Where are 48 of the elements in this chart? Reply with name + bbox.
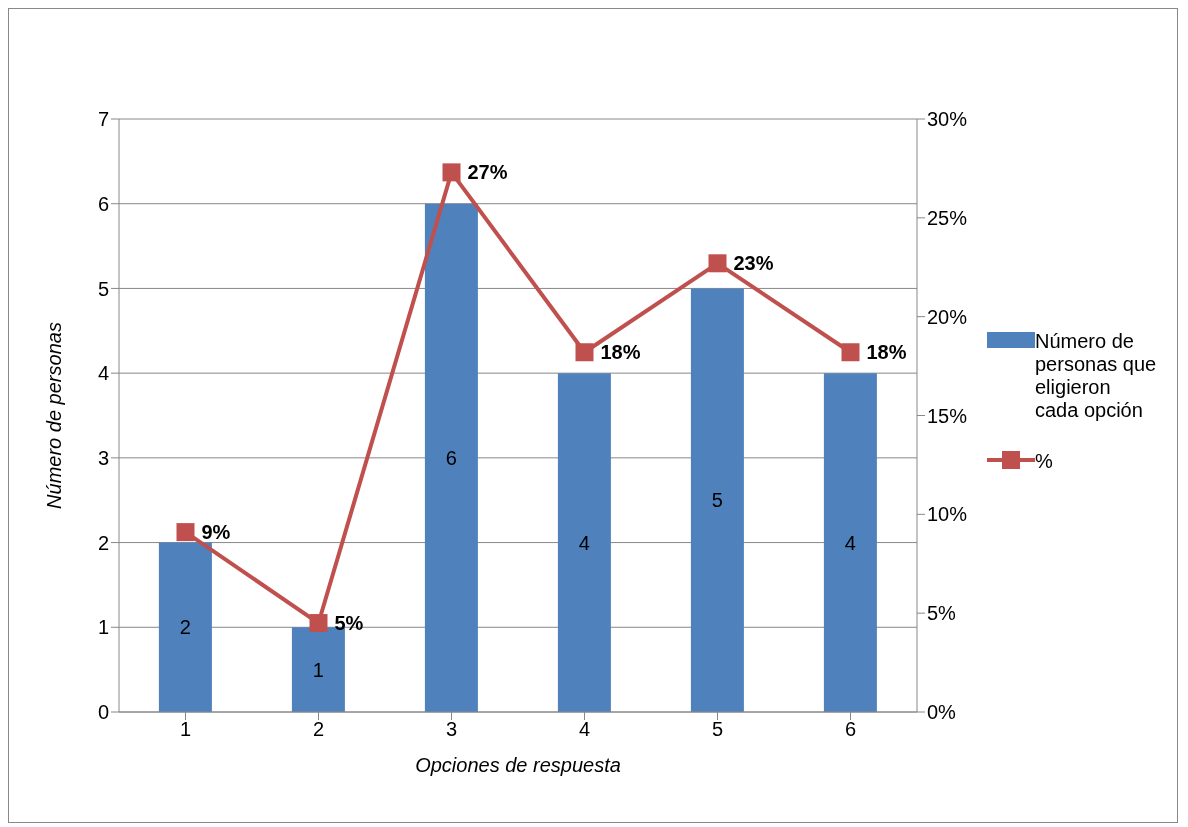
data-label: 5% xyxy=(334,612,364,635)
y2-tick-label: 20% xyxy=(927,305,968,328)
y-tick-label: 7 xyxy=(97,108,109,131)
legend-label: % xyxy=(1035,450,1053,473)
x-tick-label: 3 xyxy=(445,718,458,741)
y-tick-label: 4 xyxy=(97,362,109,385)
data-label: 9% xyxy=(201,521,231,544)
data-label: 27% xyxy=(467,161,508,184)
x-tick-label: 5 xyxy=(711,718,724,741)
y-tick-label: 2 xyxy=(97,531,109,554)
y2-tick-label: 10% xyxy=(927,503,968,526)
point xyxy=(309,614,328,633)
point xyxy=(841,343,860,362)
y-tick-label: 1 xyxy=(97,616,109,639)
bar xyxy=(823,373,877,712)
point xyxy=(176,523,195,542)
y-tick-label: 0 xyxy=(97,701,109,724)
y2-tick-label: 15% xyxy=(927,404,968,427)
data-label: 18% xyxy=(866,341,907,364)
point xyxy=(442,163,461,182)
y2-tick-label: 0% xyxy=(927,701,957,724)
point xyxy=(575,343,594,362)
y-tick-label: 6 xyxy=(97,192,109,215)
data-label: 23% xyxy=(733,252,774,275)
data-label: 2 xyxy=(179,616,191,639)
point xyxy=(708,254,727,273)
bar xyxy=(690,288,744,712)
data-label: 4 xyxy=(578,531,590,554)
data-label: 5 xyxy=(711,489,723,512)
y2-tick-label: 25% xyxy=(927,206,968,229)
bar xyxy=(158,542,212,712)
y2-tick-label: 5% xyxy=(927,602,957,625)
x-tick-label: 1 xyxy=(179,718,192,741)
y-axis-title: Número de personas xyxy=(43,322,66,509)
y2-tick-label: 30% xyxy=(927,108,968,131)
data-label: 4 xyxy=(844,531,856,554)
y-tick-label: 3 xyxy=(97,446,109,469)
x-axis-title: Opciones de respuesta xyxy=(415,754,621,776)
legend-label: Número de personas que eligieron cada opción xyxy=(1035,330,1157,422)
data-label: 6 xyxy=(445,446,457,469)
data-label: 18% xyxy=(600,341,641,364)
x-tick-label: 4 xyxy=(578,718,591,741)
data-label: 1 xyxy=(312,658,324,681)
bar xyxy=(557,373,611,712)
x-tick-label: 2 xyxy=(312,718,325,741)
x-tick-label: 6 xyxy=(844,718,857,741)
bar xyxy=(424,203,478,712)
y-tick-label: 5 xyxy=(97,277,109,300)
